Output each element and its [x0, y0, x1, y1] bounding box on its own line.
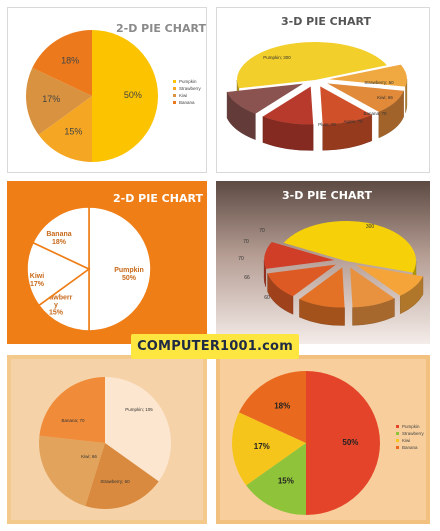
chart-2-title: 3-D PIE CHART [281, 15, 371, 28]
data-label-kiwi: Kiwi; 66 [377, 95, 393, 100]
pie-slice-banana [39, 377, 105, 443]
data-label-pumpkin: Pumpkin; 105 [125, 407, 153, 412]
data-label-strawberry: Strawberry; 60 [100, 479, 130, 484]
legend-item-strawberry: Strawberry [396, 430, 424, 437]
data-label-banana: Banana 18% [46, 231, 71, 246]
data-label-banana: Banana; 70 [61, 418, 85, 423]
data-label-kiwi: 17% [254, 442, 270, 451]
legend-label: Pumpkin [179, 78, 197, 84]
legend-item-banana: Banana [396, 444, 424, 451]
pie-slice-strawberry [246, 443, 306, 515]
pie-slice-pumpkin [237, 41, 387, 89]
pie-slice-strawberry [328, 64, 407, 87]
legend-swatch [173, 101, 176, 104]
data-label-plum: Plum; 70 [318, 122, 336, 127]
legend-swatch [396, 432, 399, 435]
chart-4-plot: 300 60 66 70 70 70 [238, 221, 424, 326]
data-label-kiwi: 66 [244, 275, 250, 281]
data-label-kiwi: Kiwi 17% [30, 273, 45, 288]
pie-slice-banana [239, 371, 306, 443]
pie-slice-strawberry [37, 267, 90, 332]
chart-panel-6: 50% 15% 17% 18% Pumpkin Strawberry Kiwi Banana [216, 355, 430, 524]
data-label-strawberry: 15% [64, 127, 82, 137]
pie-slice-plum [227, 83, 304, 114]
legend-swatch [396, 439, 399, 442]
legend-item-strawberry: Strawberry [173, 85, 201, 92]
data-label-banana: 70 [238, 256, 244, 262]
legend-item-banana: Banana [173, 99, 201, 106]
legend-label: Strawberry [402, 430, 424, 436]
data-label-banana: 18% [274, 402, 290, 411]
data-label-pumpkin: 50% [124, 90, 142, 100]
pie-slice-kiwi [25, 67, 92, 135]
data-label-strawberry: 60 [264, 295, 270, 301]
data-label-plum: 70 [259, 228, 265, 234]
legend-item-kiwi: Kiwi [173, 92, 201, 99]
pie-slice-banana [320, 86, 372, 125]
legend-swatch [396, 446, 399, 449]
pie-slice-plum [264, 241, 335, 269]
chart-1-plot: 50% 15% 17% 18% [25, 30, 158, 162]
data-label-pumpkin: Pumpkin 50% [114, 267, 144, 282]
chart-1-title: 2-D PIE CHART [116, 22, 206, 35]
data-label-strawberry: 15% [278, 477, 294, 486]
chart-3-title: 2-D PIE CHART [113, 192, 203, 205]
pie-slice-pumpkin [283, 221, 416, 273]
pie-slice-strawberry [38, 96, 92, 162]
pie-slice-apple [267, 264, 336, 297]
chart-2-plot: Pumpkin; 300 Strawberry; 60 Kiwi; 66 Banana… [226, 41, 408, 151]
chart-panel-3: 2-D PIE CHART Pumpkin 50% Strawberr y 15% Kiw… [7, 181, 207, 344]
pie-slice-kiwi [327, 83, 404, 112]
pie-slice-pumpkin [105, 377, 171, 482]
data-label-strawberry: Strawberr y 15% [40, 294, 73, 316]
chart-panel-2: 3-D PIE CHART Pumpkin; 300 Strawberry; 60… [216, 7, 430, 173]
data-label-strawberry: Strawberry; 60 [364, 80, 394, 85]
data-label-apple: Apple; 70 [343, 119, 363, 124]
data-label-kiwi: 17% [42, 94, 60, 104]
pie-slice-pumpkin [88, 206, 152, 332]
chart-1-legend: Pumpkin Strawberry Kiwi Banana [173, 78, 201, 106]
legend-swatch [173, 94, 176, 97]
pie-slice-strawberry [85, 443, 159, 509]
data-label-banana: 18% [61, 56, 79, 66]
pie-slice-kiwi [26, 241, 91, 307]
pie-slice-pumpkin [306, 371, 380, 515]
legend-swatch [396, 425, 399, 428]
brand-banner: COMPUTER1001.com [131, 334, 299, 359]
data-label-pumpkin: 300 [366, 224, 375, 230]
chart-panel-5: Pumpkin; 105 Strawberry; 60 Kiwi; 66 Banana… [7, 355, 207, 524]
legend-swatch [173, 80, 176, 83]
legend-item-pumpkin: Pumpkin [396, 423, 424, 430]
chart-3-plot: Pumpkin 50% Strawberr y 15% Kiwi 17% Banana 18% [26, 206, 152, 332]
pie-slice-strawberry [355, 264, 423, 296]
pie-slice-kiwi [232, 412, 306, 486]
data-label-kiwi: Kiwi; 66 [81, 454, 97, 459]
chart-panel-4: 3-D PIE CHART 300 60 66 70 70 70 [216, 181, 430, 344]
data-label-pumpkin: Pumpkin; 300 [263, 55, 291, 60]
legend-item-pumpkin: Pumpkin [173, 78, 201, 85]
chart-5-plot: Pumpkin; 105 Strawberry; 60 Kiwi; 66 Banana… [39, 377, 171, 509]
pie-slice-apple [262, 86, 314, 125]
legend-label: Strawberry [179, 85, 201, 91]
data-label-banana: Banana; 70 [363, 111, 387, 116]
pie-slice-pumpkin [92, 30, 158, 162]
chart-6-legend: Pumpkin Strawberry Kiwi Banana [396, 423, 424, 451]
chart-panel-1: 2-D PIE CHART 50% 15% 17% 18% Pumpkin Strawb… [7, 7, 207, 173]
pie-slice-banana [32, 30, 92, 96]
data-label-apple: 70 [243, 239, 249, 245]
legend-label: Pumpkin [402, 423, 420, 429]
legend-label: Kiwi [402, 437, 411, 443]
chart-6-plot: 50% 15% 17% 18% [232, 371, 380, 515]
pie-slice-banana [31, 206, 90, 271]
data-label-pumpkin: 50% [342, 438, 358, 447]
legend-label: Kiwi [179, 92, 188, 98]
legend-swatch [173, 87, 176, 90]
legend-item-kiwi: Kiwi [396, 437, 424, 444]
pie-slice-kiwi [350, 267, 395, 308]
chart-4-title: 3-D PIE CHART [282, 189, 372, 202]
pie-slice-kiwi [39, 435, 105, 506]
legend-label: Banana [402, 444, 418, 450]
legend-label: Banana [179, 99, 195, 105]
pie-slice-banana [299, 267, 345, 308]
